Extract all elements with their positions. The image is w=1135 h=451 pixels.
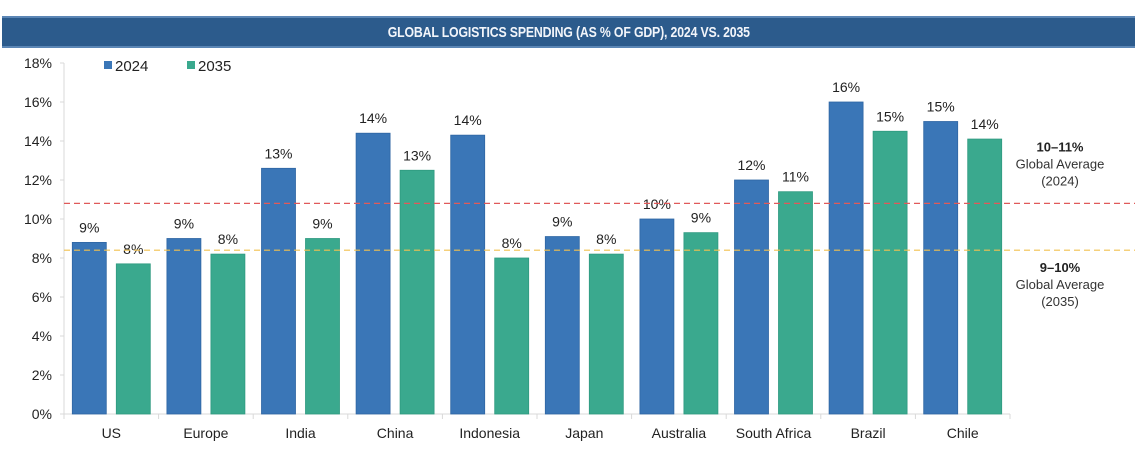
reference-annotations: 10–11% Global Average (2024) 9–10% Global Av…: [1016, 139, 1105, 309]
y-tick-label: 16%: [24, 94, 52, 110]
chart-title: GLOBAL LOGISTICS SPENDING (AS % OF GDP),…: [387, 23, 750, 41]
bar-2035-china: [399, 169, 435, 415]
bar-2024-south-africa: [734, 179, 769, 415]
y-tick-label: 10%: [24, 211, 52, 227]
x-tick-label: Indonesia: [459, 425, 520, 441]
data-label-2035: 9%: [312, 216, 332, 232]
legend-label-2024: 2024: [115, 58, 148, 75]
data-label-2035: 13%: [403, 147, 431, 163]
y-tick-label: 8%: [32, 250, 52, 266]
y-tick-label: 0%: [32, 406, 52, 422]
bar-2024-japan: [544, 236, 580, 415]
bar-2024-indonesia: [450, 134, 486, 415]
data-label-2024: 10%: [643, 196, 671, 212]
chart-title-bar: GLOBAL LOGISTICS SPENDING (AS % OF GDP),…: [2, 16, 1135, 48]
data-label-2024: 9%: [79, 219, 99, 235]
global-average-2024-year: (2024): [1041, 173, 1079, 188]
global-average-2035-year: (2035): [1041, 294, 1079, 309]
bar-2035-us: [115, 263, 151, 415]
y-tick-label: 2%: [32, 367, 52, 383]
data-label-2035: 8%: [596, 231, 616, 247]
global-average-2024-value: 10–11%: [1037, 139, 1084, 154]
bar-2035-indonesia: [494, 257, 530, 415]
data-label-2035: 14%: [971, 116, 999, 132]
bar-2035-europe: [210, 253, 246, 415]
data-label-2035: 15%: [876, 108, 904, 124]
data-label-2035: 8%: [123, 241, 143, 257]
bar-2024-us: [71, 241, 107, 415]
bars: [71, 101, 1003, 415]
y-tick-label: 12%: [24, 172, 52, 188]
x-tick-label: India: [285, 425, 316, 441]
data-label-2024: 12%: [737, 157, 765, 173]
global-average-2035-value: 9–10%: [1040, 260, 1081, 275]
data-label-2024: 16%: [832, 79, 860, 95]
data-label-2035: 9%: [691, 210, 711, 226]
bar-2035-south-africa: [778, 191, 813, 415]
bar-2035-japan: [588, 253, 624, 415]
x-tick-label: Brazil: [851, 425, 886, 441]
data-label-2024: 15%: [927, 99, 955, 115]
data-label-2024: 9%: [552, 214, 572, 230]
bar-2024-brazil: [828, 101, 864, 415]
bar-2035-australia: [683, 232, 719, 415]
x-tick-label: Chile: [947, 425, 979, 441]
bar-2035-chile: [967, 138, 1003, 415]
x-tick-label: Europe: [183, 425, 228, 441]
y-tick-label: 18%: [24, 55, 52, 71]
data-label-2035: 8%: [218, 231, 238, 247]
data-label-2024: 13%: [264, 145, 292, 161]
legend-label-2035: 2035: [198, 58, 231, 75]
global-average-2035-label: Global Average: [1016, 277, 1105, 292]
bar-2024-india: [261, 167, 296, 415]
bar-2024-china: [355, 132, 391, 415]
bar-2024-australia: [639, 218, 675, 415]
bar-2024-europe: [166, 238, 202, 415]
x-tick-label: Australia: [652, 425, 707, 441]
y-tick-label: 4%: [32, 328, 52, 344]
legend-swatch-2035: [187, 61, 195, 69]
legend-swatch-2024: [104, 61, 112, 69]
data-label-2024: 9%: [174, 216, 194, 232]
bar-2035-brazil: [872, 130, 908, 415]
data-labels: 9% 9% 13% 14% 14% 9% 10% 12% 16% 15% 8% 8% 9% 13% 8% 8%…: [79, 79, 999, 257]
data-label-2024: 14%: [359, 110, 387, 126]
data-label-2024: 14%: [454, 112, 482, 128]
x-tick-label: US: [102, 425, 121, 441]
axes: 0% 2% 4% 6% 8% 10% 12% 14% 16% 18% US Europe India Ch…: [24, 55, 1011, 441]
x-tick-label: Japan: [565, 425, 603, 441]
bar-2024-chile: [923, 121, 959, 415]
y-tick-label: 14%: [24, 133, 52, 149]
bar-2035-india: [305, 238, 340, 415]
data-label-2035: 8%: [502, 235, 522, 251]
data-label-2035: 11%: [782, 169, 809, 185]
y-tick-label: 6%: [32, 289, 52, 305]
global-average-2024-label: Global Average: [1016, 156, 1105, 171]
x-tick-label: China: [377, 425, 414, 441]
x-tick-label: South Africa: [736, 425, 812, 441]
legend: 2024 2035: [104, 58, 231, 75]
